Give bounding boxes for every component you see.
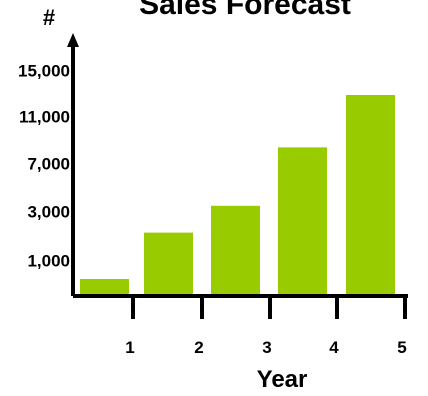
bar-3 <box>211 205 260 296</box>
y-tick-label-3000: 3,000 <box>27 202 70 221</box>
y-tick-label-11000: 11,000 <box>19 107 70 126</box>
y-tick-label-1000: 1,000 <box>27 251 70 270</box>
y-tick-labels: 1,000 3,000 7,000 11,000 15,000 <box>18 61 70 270</box>
x-tick-label-2: 2 <box>194 338 203 357</box>
y-tick-label-7000: 7,000 <box>27 154 70 173</box>
bar-1 <box>80 279 129 296</box>
y-axis-label: # <box>43 5 55 30</box>
x-tick-label-3: 3 <box>262 338 271 357</box>
bar-4 <box>278 147 327 296</box>
x-tick-label-4: 4 <box>329 338 339 357</box>
x-axis-label: Year <box>257 366 308 393</box>
bar-group <box>80 95 395 296</box>
bar-2 <box>144 232 193 296</box>
chart-title: Sales Forecast <box>139 0 351 21</box>
y-axis-arrow <box>67 33 79 47</box>
x-tick-label-5: 5 <box>397 338 406 357</box>
x-tick-label-1: 1 <box>125 338 134 357</box>
bar-5 <box>346 95 395 296</box>
axes <box>67 33 408 319</box>
y-tick-label-15000: 15,000 <box>18 61 70 80</box>
x-tick-labels: 1 2 3 4 5 <box>125 338 406 357</box>
